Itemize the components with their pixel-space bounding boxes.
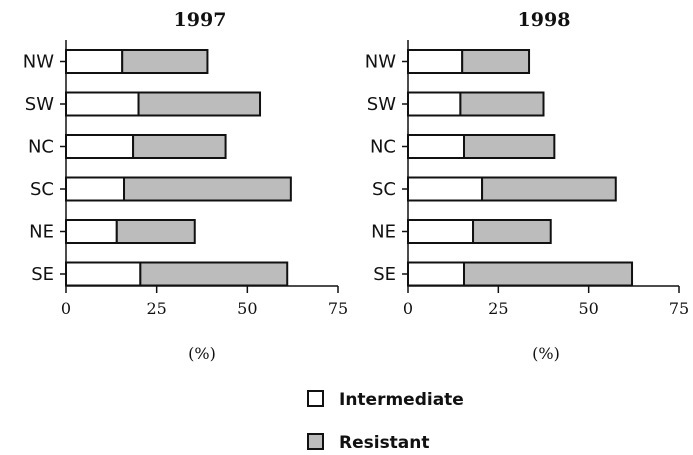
bar-intermediate-NC: [65, 134, 135, 159]
bar-resistant-SW: [137, 91, 262, 117]
category-label-SE: SE: [373, 264, 396, 285]
x-tick-label-25: 25: [488, 299, 508, 318]
category-label-SC: SC: [372, 179, 396, 200]
x-axis-label: (%): [532, 344, 560, 363]
chart-panel-1997: 1997 NW SW NC SC NE SE 0 25 50 75 (%): [23, 9, 348, 363]
x-axis-label: (%): [188, 344, 216, 363]
bar-intermediate-SW: [65, 91, 140, 117]
category-label-NW: NW: [365, 52, 396, 73]
category-label-SE: SE: [31, 264, 54, 285]
x-tick-label-75: 75: [328, 299, 348, 318]
bar-resistant-SC: [481, 176, 617, 202]
category-label-NW: NW: [23, 52, 54, 73]
x-tick-label-25: 25: [146, 299, 166, 318]
bar-resistant-SE: [139, 261, 289, 287]
category-label-SW: SW: [25, 94, 54, 115]
x-tick-label-50: 50: [578, 299, 598, 318]
bar-resistant-SC: [123, 176, 292, 202]
bar-resistant-SE: [463, 261, 634, 287]
bar-resistant-NE: [115, 219, 196, 244]
bar-resistant-NW: [121, 49, 209, 74]
chart-title: 1998: [518, 9, 571, 31]
bar-resistant-NE: [472, 219, 552, 244]
bar-resistant-SW: [459, 91, 545, 117]
bar-intermediate-NW: [65, 49, 124, 74]
chart-panel-1998: 1998 NW SW NC SC NE SE 0 25 50 75 (%): [365, 9, 689, 363]
category-label-NC: NC: [28, 137, 54, 158]
category-label-SW: SW: [367, 94, 396, 115]
category-label-NE: NE: [29, 222, 54, 243]
x-tick-label-0: 0: [61, 299, 71, 318]
legend-swatch-intermediate: [307, 390, 324, 407]
bar-intermediate-NC: [407, 134, 466, 159]
category-label-SC: SC: [30, 179, 54, 200]
bar-intermediate-SW: [407, 91, 462, 117]
legend-label-intermediate: Intermediate: [339, 390, 464, 410]
x-tick-label-50: 50: [237, 299, 257, 318]
bar-intermediate-NE: [65, 219, 118, 244]
bar-resistant-NC: [463, 134, 556, 159]
bar-intermediate-NW: [407, 49, 464, 74]
bar-intermediate-SE: [407, 261, 466, 287]
bar-resistant-NW: [461, 49, 531, 74]
category-label-NC: NC: [370, 137, 396, 158]
legend-swatch-resistant: [307, 433, 324, 450]
x-tick-label-0: 0: [403, 299, 413, 318]
bar-intermediate-SC: [407, 176, 484, 202]
bar-intermediate-NE: [407, 219, 475, 244]
bar-intermediate-SC: [65, 176, 126, 202]
legend-label-resistant: Resistant: [339, 433, 430, 453]
bar-resistant-NC: [132, 134, 227, 159]
category-label-NE: NE: [371, 222, 396, 243]
x-tick-label-75: 75: [669, 299, 689, 318]
bar-intermediate-SE: [65, 261, 142, 287]
chart-title: 1997: [174, 9, 227, 31]
legend: Intermediate Resistant: [307, 390, 464, 453]
